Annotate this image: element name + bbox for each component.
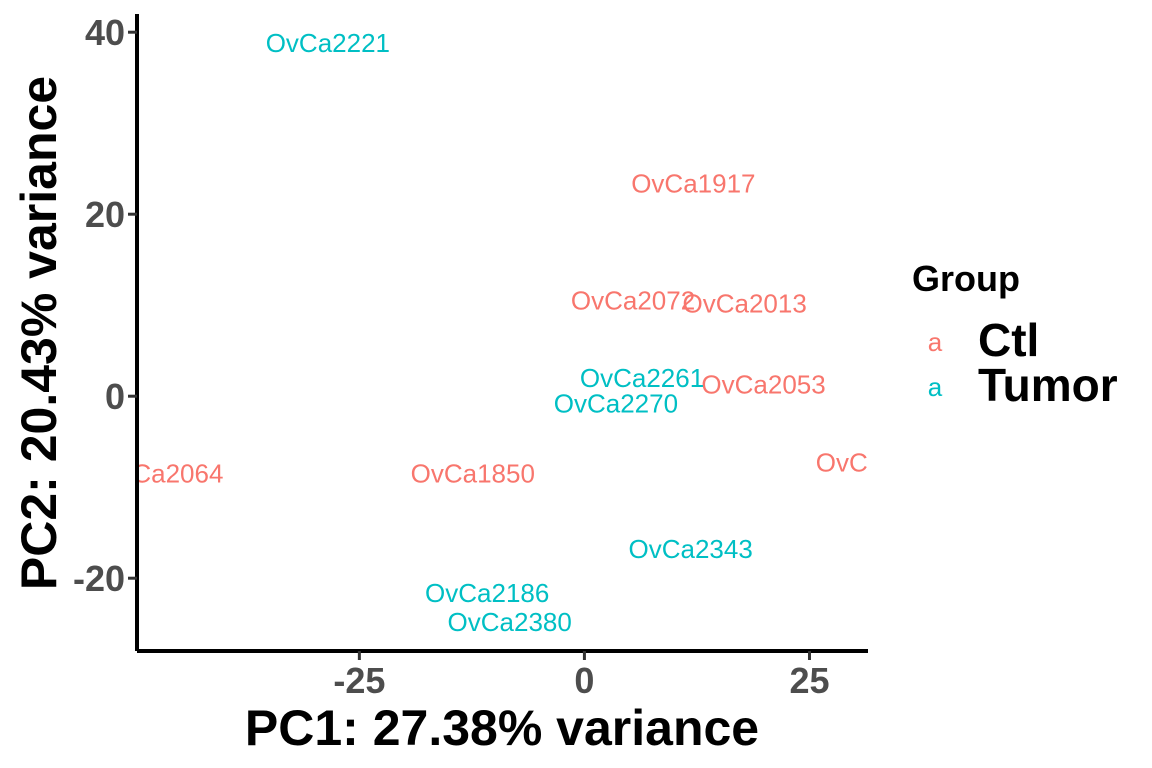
legend: Group a Ctl a Tumor — [912, 258, 1118, 411]
x-axis-title: PC1: 27.38% variance — [245, 700, 759, 756]
legend-entry-label: Tumor — [978, 359, 1118, 411]
y-tick-label: 40 — [85, 12, 125, 53]
x-tick-label: 0 — [574, 660, 594, 701]
point-label: OvCa1850 — [411, 459, 535, 489]
y-axis-title: PC2: 20.43% variance — [11, 76, 67, 590]
point-label: OvCa1917 — [631, 168, 755, 198]
point-label: OvCa20 — [816, 448, 911, 478]
x-tick-label: -25 — [333, 660, 385, 701]
y-tick-label: 20 — [85, 194, 125, 235]
legend-key-glyph: a — [928, 372, 943, 402]
point-label: OvCa2221 — [266, 28, 390, 58]
y-tick-label: -20 — [73, 558, 125, 599]
point-label: OvCa2380 — [448, 607, 572, 637]
legend-entry-label: Ctl — [978, 314, 1039, 366]
y-axis-ticks: -20 0 20 40 — [73, 12, 137, 599]
y-tick-label: 0 — [105, 376, 125, 417]
legend-key-glyph: a — [928, 327, 943, 357]
point-label: OvCa2186 — [425, 578, 549, 608]
point-label: OvCa2053 — [701, 369, 825, 399]
point-label: OvCa2343 — [628, 534, 752, 564]
point-label: OvCa2064 — [99, 459, 223, 489]
point-label: OvCa2013 — [683, 288, 807, 318]
x-axis-ticks: -25 0 25 — [333, 651, 830, 701]
x-tick-label: 25 — [789, 660, 829, 701]
point-label: OvCa2072 — [571, 286, 695, 316]
point-label: OvCa2261 — [580, 363, 704, 393]
legend-title: Group — [912, 258, 1020, 299]
point-label: OvCa2270 — [554, 388, 678, 418]
